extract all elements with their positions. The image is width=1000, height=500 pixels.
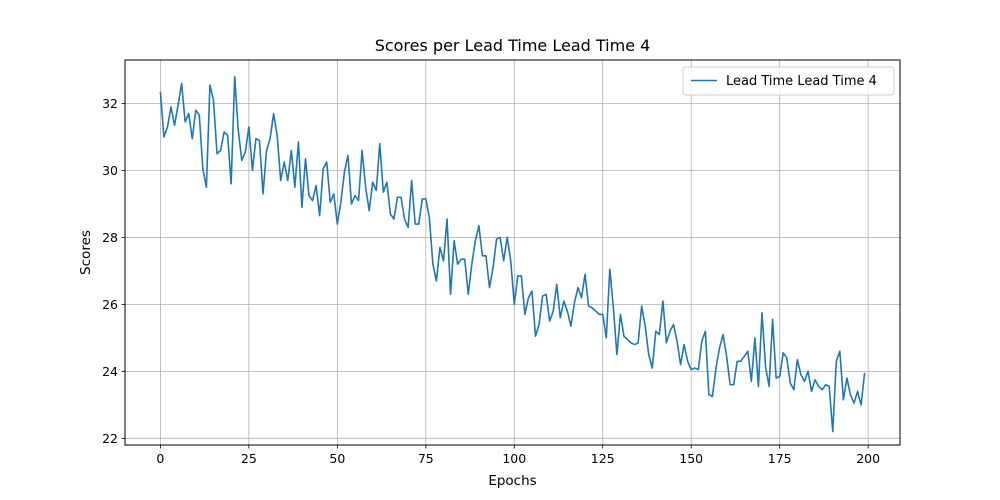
y-tick-label: 30 <box>102 163 118 178</box>
plot-frame <box>124 59 901 446</box>
y-tick-label: 32 <box>102 96 118 111</box>
grid-layer <box>125 60 900 445</box>
x-tick-label: 75 <box>418 451 434 466</box>
legend: Lead Time Lead Time 4 <box>682 66 895 96</box>
x-tick-label: 0 <box>156 451 164 466</box>
legend-box <box>682 66 895 96</box>
x-axis: 0 25 50 75 100 125 150 175 200 <box>156 445 880 466</box>
y-tick-label: 22 <box>102 431 118 446</box>
y-tick-label: 24 <box>102 364 118 379</box>
x-tick-label: 100 <box>502 451 526 466</box>
series-layer <box>159 75 866 433</box>
x-tick-label: 50 <box>329 451 345 466</box>
y-axis: 22 24 26 28 30 32 <box>102 96 125 446</box>
series-line <box>159 75 866 433</box>
legend-entry-label: Lead Time Lead Time 4 <box>726 74 877 89</box>
x-axis-label: Epochs <box>488 473 536 489</box>
x-tick-label: 150 <box>679 451 703 466</box>
x-tick-label: 25 <box>241 451 257 466</box>
x-tick-label: 175 <box>768 451 792 466</box>
x-tick-label: 125 <box>591 451 615 466</box>
y-tick-label: 28 <box>102 230 118 245</box>
y-axis-label: Scores <box>78 230 94 275</box>
x-tick-label: 200 <box>856 451 880 466</box>
y-tick-label: 26 <box>102 297 118 312</box>
chart-title: Scores per Lead Time Lead Time 4 <box>375 36 651 55</box>
